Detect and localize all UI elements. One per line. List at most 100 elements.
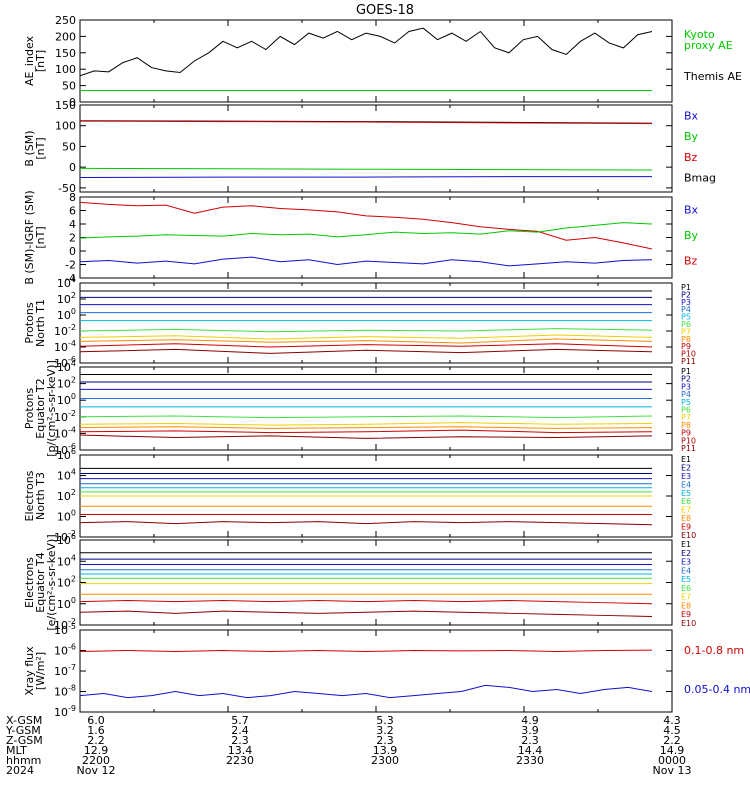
y-tick-label: 104 <box>57 359 76 374</box>
panel-frame <box>79 629 673 713</box>
series-group <box>80 120 653 178</box>
legend-entry: P11 <box>681 444 696 453</box>
legend-entry: E4 <box>681 480 691 489</box>
legend: Bx By Bz <box>684 204 699 268</box>
legend: 0.1-0.8 nm 0.05-0.4 nm <box>684 644 750 696</box>
y-tick-exponent: 4 <box>71 359 76 368</box>
y-tick-exponent: -4 <box>68 339 76 348</box>
y-tick-exponent: 6 <box>71 532 76 541</box>
legend-entry: By <box>684 229 699 242</box>
footer-row-label: MLT <box>6 744 27 757</box>
legend-entry: P8 <box>681 421 691 430</box>
footer-row-value: Nov 12 <box>77 764 116 777</box>
legend-entry: P7 <box>681 413 691 422</box>
legend-entry: E10 <box>681 619 696 628</box>
footer-row-value: 2200 <box>82 754 110 767</box>
y-tick-label: 0 <box>69 161 76 174</box>
series-line-0 <box>80 176 652 178</box>
y-axis-label: Electrons <box>23 557 36 608</box>
legend-entry: P10 <box>681 350 696 359</box>
y-tick-label: 10-9 <box>54 704 76 719</box>
y-axis-label: North T3 <box>34 472 47 520</box>
y-tick-exponent: 2 <box>71 488 76 497</box>
footer-row-value: 12.9 <box>84 744 109 757</box>
footer-row-value: 5.7 <box>231 714 249 727</box>
y-axis-label: Electrons <box>23 470 36 521</box>
legend-entry: P7 <box>681 327 691 336</box>
y-tick-exponent: -6 <box>68 643 76 652</box>
y-axis-label: [p/(cm²-s-sr-keV)] <box>45 360 58 457</box>
y-tick-exponent: 2 <box>71 575 76 584</box>
series-group <box>80 27 653 92</box>
legend-entry: Bmag <box>684 172 716 185</box>
y-tick-label: 100 <box>57 509 76 524</box>
y-tick-label: 102 <box>57 376 76 391</box>
legend-entry: Bz <box>684 151 698 164</box>
y-tick-exponent: -7 <box>68 663 76 672</box>
y-tick-label: 100 <box>57 307 76 322</box>
y-tick-label: 100 <box>57 596 76 611</box>
y-tick-label: 106 <box>57 447 76 462</box>
y-tick-label: 100 <box>55 63 76 76</box>
series-line-7 <box>80 426 653 429</box>
series-line-3 <box>80 120 653 125</box>
footer-row-value: 6.0 <box>87 714 105 727</box>
legend-entry: E5 <box>681 575 691 584</box>
series-line-0 <box>80 201 653 250</box>
footer-row-label: X-GSM <box>6 714 42 727</box>
legend-entry: E7 <box>681 506 691 515</box>
y-axis-label: [nT] <box>34 137 47 159</box>
footer-row-value: 4.5 <box>663 724 681 737</box>
legend-entry: E3 <box>681 558 691 567</box>
y-tick-exponent: 6 <box>71 447 76 456</box>
legend-entry: P2 <box>681 290 691 299</box>
series-group <box>80 290 653 354</box>
legend-entry: E8 <box>681 514 691 523</box>
y-tick-label: 106 <box>57 532 76 547</box>
footer-row-value: 2.3 <box>521 734 539 747</box>
y-tick-label: 10-6 <box>54 643 76 658</box>
series-line-9 <box>80 521 653 526</box>
y-tick-exponent: 0 <box>71 307 76 316</box>
series-line-5 <box>80 415 653 419</box>
footer-row-value: 2.3 <box>231 734 249 747</box>
footer-row-value: 4.9 <box>521 714 539 727</box>
legend-entry: Kyoto <box>684 28 715 41</box>
y-tick-label: 104 <box>57 553 76 568</box>
footer-row-value: 3.9 <box>521 724 539 737</box>
series-line-9 <box>80 434 653 439</box>
y-tick-label: -2 <box>65 259 76 272</box>
legend-entry: E2 <box>681 463 691 472</box>
y-tick-label: 200 <box>55 30 76 43</box>
legend-entry: E6 <box>681 584 691 593</box>
panel-frame <box>79 196 673 279</box>
y-tick-exponent: 4 <box>71 553 76 562</box>
y-axis-label: Equator T4 <box>34 552 47 612</box>
legend-entry: E8 <box>681 601 691 610</box>
footer-row-label: hhmm <box>6 754 41 767</box>
y-tick-label: 50 <box>62 140 76 153</box>
y-tick-exponent: 2 <box>71 376 76 385</box>
footer-row-value: 2300 <box>371 754 399 767</box>
legend-entry: 0.1-0.8 nm <box>684 644 744 657</box>
y-axis-label: Protons <box>23 388 36 429</box>
y-axis-label: Protons <box>23 302 36 343</box>
series-line-6 <box>80 422 653 426</box>
legend-entry: P1 <box>681 283 691 292</box>
panel-frame <box>79 282 673 364</box>
figure-title: GOES-18 <box>356 3 414 18</box>
y-tick-label: 10-8 <box>54 684 76 699</box>
y-tick-exponent: -2 <box>68 529 76 538</box>
series-group <box>80 201 653 267</box>
legend-entry: E7 <box>681 593 691 602</box>
series-group <box>80 467 653 526</box>
y-axis-label: [e/(cm²-s-sr-keV)] <box>45 534 58 630</box>
